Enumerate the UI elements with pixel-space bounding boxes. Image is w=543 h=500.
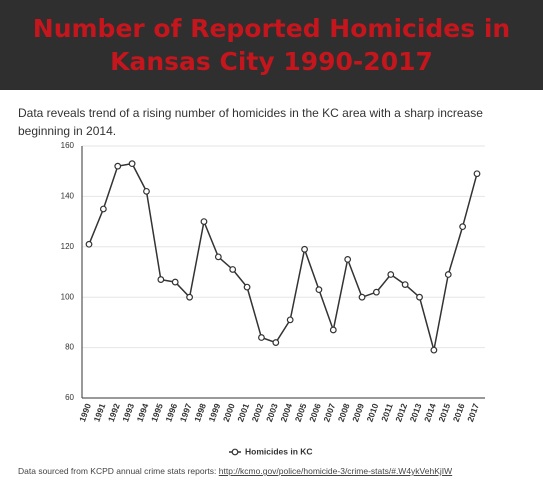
point	[416, 293, 423, 301]
point	[344, 256, 352, 263]
point	[272, 339, 280, 346]
point	[85, 240, 93, 248]
point	[128, 160, 136, 168]
y-tick-label: 120	[61, 242, 75, 251]
legend-label: Homicides in KC	[245, 446, 313, 456]
point	[358, 293, 366, 301]
point	[143, 187, 150, 195]
point	[373, 288, 380, 296]
point	[99, 205, 107, 213]
point	[473, 170, 481, 178]
point	[329, 326, 337, 334]
legend-marker	[231, 448, 239, 456]
y-tick-label: 80	[65, 343, 74, 352]
point	[114, 162, 122, 170]
y-tick-label: 60	[65, 393, 74, 402]
point	[229, 266, 237, 273]
point	[214, 253, 222, 261]
point	[401, 281, 409, 289]
chart-title: Number of Reported Homicides in Kansas C…	[32, 14, 511, 76]
y-tick-label: 160	[61, 141, 75, 150]
line	[88, 162, 478, 351]
point	[157, 276, 165, 283]
source-text: Data sourced from KCPD annual crime stat…	[18, 466, 217, 476]
x-tick-label: 2017	[465, 402, 481, 423]
source-link[interactable]: http://kcmo.gov/police/homicide-3/crime-…	[218, 466, 453, 476]
point	[444, 271, 452, 278]
point	[387, 271, 395, 278]
source-note: Data sourced from KCPD annual crime stat…	[18, 466, 452, 476]
y-tick-label: 100	[61, 292, 75, 301]
point	[301, 245, 308, 253]
point	[200, 218, 208, 226]
header: Number of Reported Homicides in Kansas C…	[0, 0, 543, 90]
point	[286, 316, 294, 324]
point	[243, 283, 251, 291]
point	[171, 278, 179, 286]
point	[258, 334, 265, 341]
y-tick-label: 140	[61, 192, 75, 201]
point	[315, 286, 323, 294]
chart-subtitle: Data reveals trend of a rising number of…	[18, 106, 483, 138]
point	[186, 293, 193, 301]
point	[459, 223, 467, 231]
point	[430, 346, 438, 354]
